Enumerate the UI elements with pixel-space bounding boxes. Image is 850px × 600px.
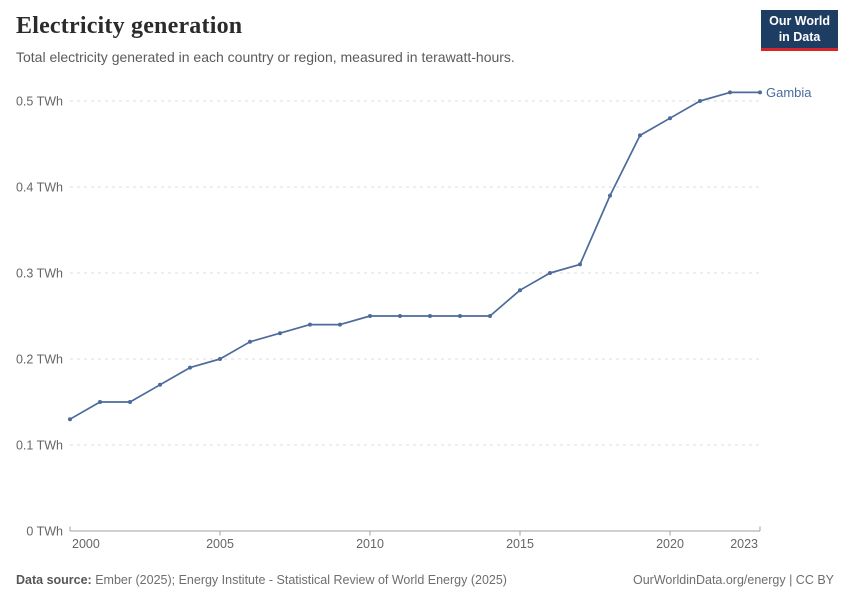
data-point-marker[interactable]: [68, 417, 72, 422]
x-axis-tick-label: 2015: [506, 537, 534, 551]
data-point-marker[interactable]: [368, 314, 372, 318]
series-end-label[interactable]: Gambia: [766, 85, 812, 100]
data-point-marker[interactable]: [518, 288, 522, 293]
data-point-marker[interactable]: [728, 90, 732, 95]
x-axis-tick-label: 2010: [356, 537, 384, 551]
data-point-marker[interactable]: [758, 90, 762, 95]
data-point-marker[interactable]: [698, 99, 702, 103]
data-point-marker[interactable]: [608, 193, 612, 198]
data-point-marker[interactable]: [638, 133, 642, 138]
data-point-marker[interactable]: [548, 271, 552, 275]
owid-logo-line2: in Data: [778, 29, 821, 44]
y-axis-tick-label: 0 TWh: [26, 525, 63, 539]
chart-title: Electricity generation: [16, 13, 243, 39]
y-axis-tick-label: 0.5 TWh: [16, 95, 63, 109]
y-axis-tick-label: 0.4 TWh: [16, 181, 63, 195]
data-point-marker[interactable]: [188, 365, 192, 370]
data-source: Data source: Ember (2025); Energy Instit…: [16, 573, 507, 587]
data-source-label: Data source:: [16, 573, 92, 587]
data-point-marker[interactable]: [158, 382, 162, 387]
x-axis-tick-label: 2000: [72, 537, 100, 551]
data-point-marker[interactable]: [278, 331, 282, 336]
y-axis-tick-label: 0.3 TWh: [16, 267, 63, 281]
owid-logo[interactable]: Our World in Data: [761, 10, 838, 52]
y-axis-tick-label: 0.2 TWh: [16, 353, 63, 367]
data-point-marker[interactable]: [128, 400, 132, 404]
data-point-marker[interactable]: [428, 314, 432, 318]
x-axis-tick-label: 2023: [730, 537, 758, 551]
data-point-marker[interactable]: [488, 314, 492, 318]
owid-url-link[interactable]: OurWorldinData.org/energy | CC BY: [632, 573, 834, 587]
data-point-marker[interactable]: [458, 314, 462, 318]
data-point-marker[interactable]: [218, 357, 222, 361]
series-line[interactable]: [69, 91, 761, 421]
data-point-marker[interactable]: [308, 322, 312, 327]
owid-logo-line1: Our World: [769, 14, 830, 28]
data-point-marker[interactable]: [338, 322, 342, 327]
x-axis-tick-label: 2005: [206, 537, 234, 551]
data-point-marker[interactable]: [98, 400, 102, 404]
chart-subtitle: Total electricity generated in each coun…: [16, 49, 515, 65]
y-axis-tick-label: 0.1 TWh: [16, 439, 63, 453]
data-source-text: Ember (2025); Energy Institute - Statist…: [91, 573, 507, 587]
data-point-marker[interactable]: [398, 314, 402, 318]
data-point-marker[interactable]: [248, 339, 252, 344]
data-point-marker[interactable]: [668, 116, 672, 121]
data-point-marker[interactable]: [578, 262, 582, 267]
x-axis-tick-label: 2020: [656, 537, 684, 551]
